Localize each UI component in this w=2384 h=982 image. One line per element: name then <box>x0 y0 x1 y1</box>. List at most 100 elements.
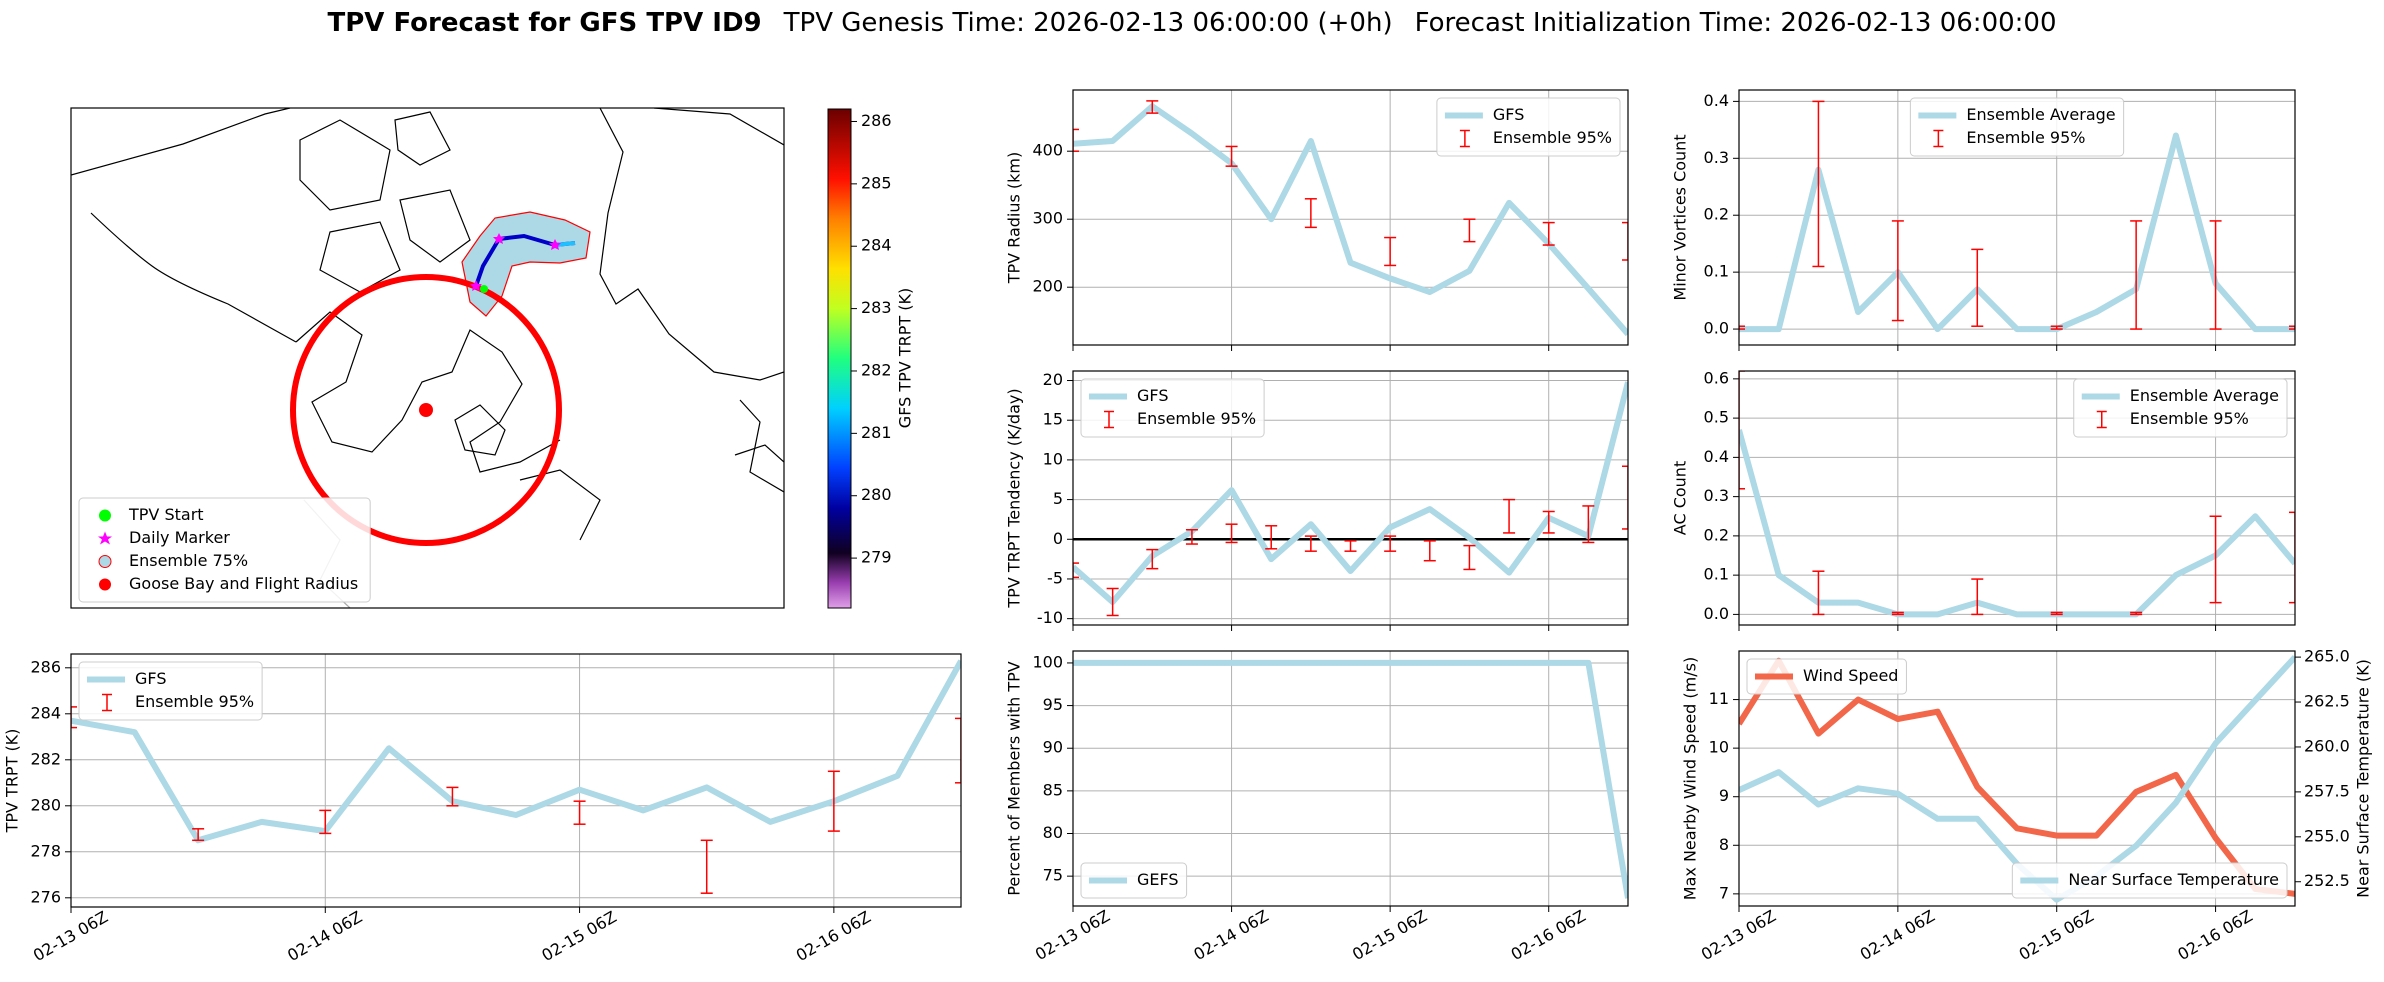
x-tick-label: 02-16 06Z <box>1508 906 1589 964</box>
x-tick-label: 02-14 06Z <box>1857 906 1938 964</box>
y-tick-label: 400 <box>1032 141 1063 160</box>
y-tick-label: 0.0 <box>1704 319 1729 338</box>
y-tick-label: 276 <box>30 887 61 906</box>
y-tick-label: -5 <box>1047 568 1063 587</box>
legend-marker <box>99 578 111 591</box>
x-tick-label: 02-13 06Z <box>30 907 111 965</box>
error-bar <box>1739 325 1745 330</box>
error-bar <box>2289 325 2295 330</box>
y-tick-label: 0.6 <box>1704 368 1729 387</box>
y-tick-label: 200 <box>1032 277 1063 296</box>
legend: GFS Ensemble 95% <box>78 661 263 721</box>
y-tick-label: 80 <box>1043 823 1063 842</box>
error-bar <box>573 800 586 825</box>
error-bar <box>1971 248 1984 327</box>
legend: Ensemble Average Ensemble 95% <box>2073 378 2288 438</box>
error-bar <box>1225 145 1238 167</box>
y-tick-label: 75 <box>1043 866 1063 885</box>
y-tick-label: 95 <box>1043 695 1063 714</box>
y-tick-label: 282 <box>30 749 61 768</box>
legend-label: Ensemble 95% <box>2130 409 2249 428</box>
error-bar <box>1971 578 1984 616</box>
legend-label: GEFS <box>1137 870 1179 889</box>
error-bar <box>1582 505 1595 544</box>
y-axis-label: TPV TRPT Tendency (K/day) <box>1005 388 1024 608</box>
line <box>1739 132 2295 333</box>
daily-marker <box>470 280 482 291</box>
y-tick-label: 0.2 <box>1704 205 1729 224</box>
legend-label: Daily Marker <box>129 528 230 547</box>
colorbar-tick-label: 279 <box>861 548 892 567</box>
y-tick-label: 0.1 <box>1704 565 1729 584</box>
line <box>1739 429 2295 618</box>
legend: Ensemble Average Ensemble 95% <box>1909 97 2125 157</box>
flight-radius <box>290 274 562 546</box>
legend-label: GFS <box>1493 105 1524 124</box>
y-tick-label: 11 <box>1709 689 1729 708</box>
y2-tick-label: 252.5 <box>2304 871 2350 890</box>
error-bar <box>1106 587 1119 617</box>
colorbar-tick-label: 286 <box>861 111 892 130</box>
line <box>1073 381 1628 605</box>
x-tick-label: 02-14 06Z <box>284 907 365 965</box>
x-tick-label: 02-16 06Z <box>2174 906 2255 964</box>
y-tick-label: 0.3 <box>1704 486 1729 505</box>
legend: Wind Speed <box>1746 658 1907 695</box>
error-bar <box>446 786 459 807</box>
x-tick-label: 02-15 06Z <box>2016 906 2097 964</box>
colorbar-tick-label: 280 <box>861 485 892 504</box>
coastlines <box>71 108 784 608</box>
y-axis-label: AC Count <box>1671 461 1690 535</box>
legend: GEFS <box>1080 862 1188 899</box>
legend-box <box>2073 378 2288 438</box>
coast <box>90 212 297 343</box>
error-bar <box>1073 128 1079 152</box>
y-tick-label: 0.4 <box>1704 447 1729 466</box>
title-genesis: TPV Genesis Time: 2026-02-13 06:00:00 (+… <box>783 8 1393 38</box>
legend-label: Goose Bay and Flight Radius <box>129 574 358 593</box>
figure-title: TPV Forecast for GFS TPV ID9 TPV Genesis … <box>327 8 2056 38</box>
colorbar <box>827 108 852 609</box>
plot-area <box>1739 371 2295 618</box>
error-bar <box>1463 218 1476 243</box>
error-bar <box>319 809 332 835</box>
y-tick-label: 100 <box>1032 652 1063 671</box>
legend-label: Ensemble Average <box>1966 105 2115 124</box>
line <box>1073 659 1628 899</box>
error-bar <box>2050 611 2063 616</box>
coast <box>319 221 401 293</box>
error-bar <box>1304 535 1317 552</box>
error-bar <box>2289 511 2295 604</box>
error-bar <box>1265 525 1278 550</box>
y-tick-label: 0.3 <box>1704 148 1729 167</box>
y-tick-label: 0.5 <box>1704 408 1729 427</box>
y-tick-label: 0.0 <box>1704 604 1729 623</box>
error-bar <box>2050 325 2063 330</box>
error-bar <box>1225 523 1238 544</box>
y2-tick-label: 257.5 <box>2304 781 2350 800</box>
y-tick-label: 284 <box>30 703 61 722</box>
error-bar <box>1384 535 1397 552</box>
axes-frame <box>1738 650 2296 907</box>
x-tick-label: 02-15 06Z <box>538 907 619 965</box>
coast <box>295 311 561 473</box>
legend-marker <box>98 531 112 545</box>
legend-box <box>78 661 263 721</box>
y-tick-label: 0.4 <box>1704 91 1729 110</box>
y-tick-label: 286 <box>30 657 61 676</box>
tpv-start <box>480 285 488 293</box>
error-bar <box>1503 498 1516 534</box>
legend-box <box>1080 862 1188 899</box>
axes-frame <box>1072 89 1629 346</box>
error-bar <box>955 717 961 784</box>
legend-label: Near Surface Temperature <box>2068 870 2279 889</box>
y-tick-label: 5 <box>1053 489 1063 508</box>
error-bar <box>1812 570 1825 616</box>
error-bar <box>2209 220 2222 330</box>
legend-marker <box>98 555 112 568</box>
error-bar <box>827 770 840 832</box>
coast <box>653 108 784 146</box>
map-legend: TPV Start Daily Marker Ensemble 75% Goose B… <box>78 497 371 603</box>
legend-marker <box>99 509 111 522</box>
colorbar-tick-label: 285 <box>861 173 892 192</box>
